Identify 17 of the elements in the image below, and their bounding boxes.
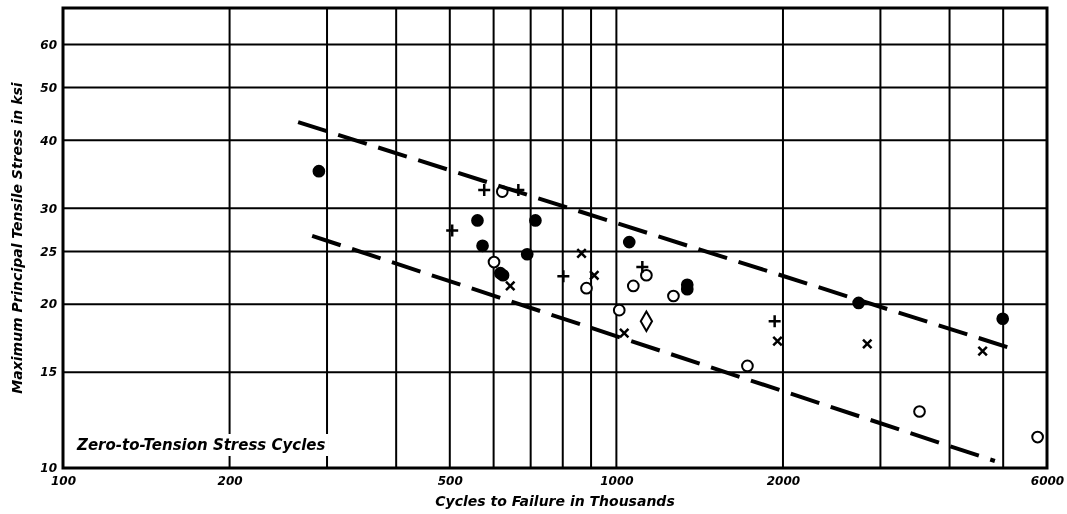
annotation: Zero-to-Tension Stress Cycles (76, 436, 326, 454)
x-axis-title: Cycles to Failure in Thousands (435, 493, 675, 509)
y-tick-label: 60 (40, 37, 57, 52)
x-tick-label: 200 (217, 473, 243, 488)
y-tick-label: 20 (40, 297, 57, 312)
y-tick-label: 25 (40, 244, 57, 259)
y-tick-label: 15 (40, 365, 57, 380)
y-tick-label: 40 (39, 133, 57, 148)
y-tick-label: 10 (40, 461, 57, 476)
y-tick-label: 50 (40, 80, 57, 95)
x-tick-label: 500 (437, 473, 463, 488)
x-tick-label: 100 (50, 473, 77, 488)
y-tick-label: 30 (40, 201, 57, 216)
x-tick-label: 6000 (1030, 473, 1065, 488)
y-axis-title: Maximum Principal Tensile Stress in ksi (9, 82, 25, 394)
x-tick-label: 1000 (600, 473, 634, 488)
x-tick-label: 2000 (766, 473, 801, 488)
